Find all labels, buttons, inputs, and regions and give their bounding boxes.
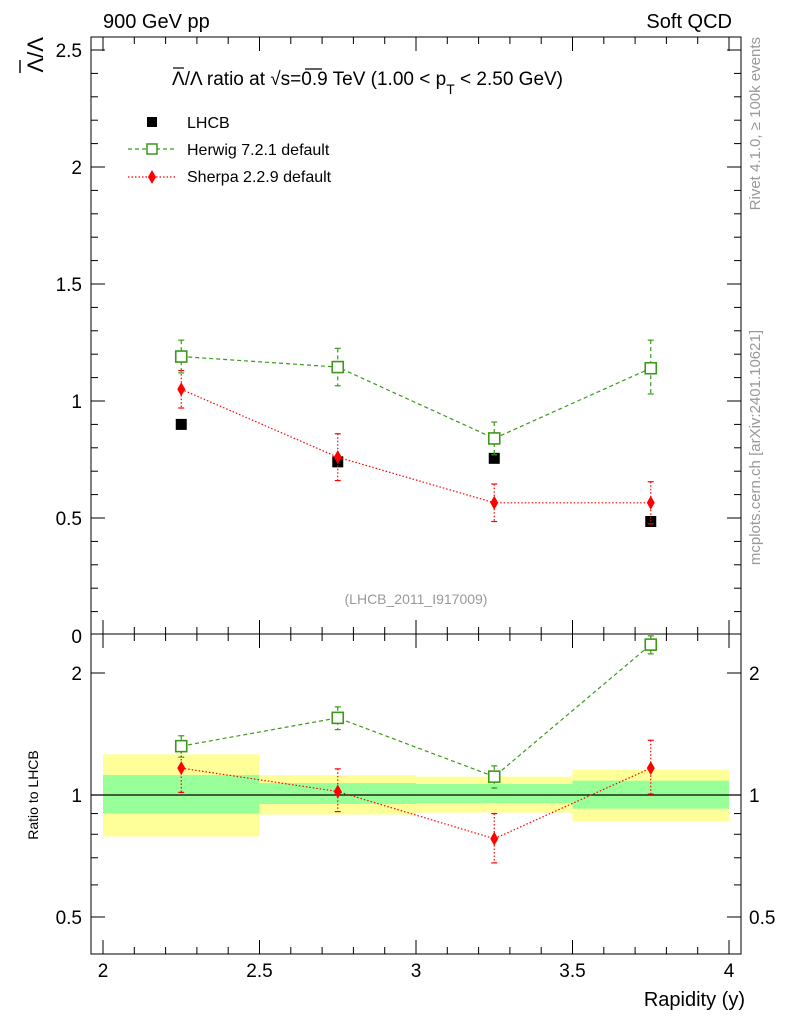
- ratio-band-inner: [416, 783, 573, 804]
- legend-label-sherpa: Sherpa 2.2.9 default: [187, 169, 332, 186]
- herwig-line: [181, 355, 651, 440]
- ratio-panel: 0.5 0.5 1 1 2 2 2 2.5 3 3.5 4 Ratio to LHCB Rapid…: [25, 633, 776, 1011]
- sherpa-line: [181, 388, 651, 504]
- legend-marker-lhcb: [147, 117, 157, 127]
- ratio-y-tick-label: 0.5: [56, 908, 82, 929]
- chart-title-subscript: T: [446, 81, 455, 97]
- main-y-tick-label: 2.5: [56, 41, 82, 62]
- ratio-herwig-point: [487, 770, 501, 783]
- ratio-y-tick-label: 2: [71, 664, 82, 685]
- sherpa-point: [646, 495, 655, 510]
- legend-item-herwig: Herwig 7.2.1 default: [128, 142, 330, 159]
- mcplots-label: mcplots.cern.ch [arXiv:2401.10621]: [747, 330, 764, 565]
- chart-title: Λ/Λ ratio at √s=0.9 TeV (1.00 < pT < 2.5…: [172, 67, 563, 97]
- main-y-axis-label: Λ/Λ: [19, 37, 48, 73]
- x-tick-label: 2: [98, 961, 109, 982]
- x-tick-label: 2.5: [246, 961, 272, 982]
- ratio-y-tick-label-right: 1: [749, 786, 760, 807]
- ratio-sherpa-point: [646, 761, 655, 776]
- chart-title-suffix: < 2.50 GeV): [455, 69, 563, 90]
- rivet-label: Rivet 4.1.0, ≥ 100k events: [747, 37, 764, 210]
- legend-item-sherpa: Sherpa 2.2.9 default: [128, 169, 332, 186]
- chart-title-text: Λ/Λ ratio at √s=0.9 TeV (1.00 < pT < 2.5…: [172, 69, 563, 97]
- x-tick-label: 3.5: [559, 961, 585, 982]
- x-axis: 2 2.5 3 3.5 4: [98, 634, 735, 982]
- ratio-y-tick-label-right: 0.5: [749, 908, 775, 929]
- legend-item-lhcb: LHCB: [147, 115, 230, 132]
- header-left-label: 900 GeV pp: [103, 11, 210, 33]
- ratio-y-tick-label-right: 2: [749, 664, 760, 685]
- main-y-tick-label-zero: 0: [71, 627, 82, 648]
- main-y-tick-label: 1: [71, 392, 82, 413]
- ratio-panel-frame: [90, 633, 742, 955]
- lhcb-point: [175, 418, 187, 430]
- sherpa-point: [177, 382, 186, 397]
- ratio-herwig-line: [181, 644, 652, 778]
- legend-label-lhcb: LHCB: [187, 115, 230, 132]
- analysis-watermark: (LHCB_2011_I917009): [345, 591, 488, 607]
- herwig-point: [644, 361, 658, 375]
- ratio-y-axis: 0.5 0.5 1 1 2 2: [56, 664, 776, 929]
- ratio-herwig-point: [644, 638, 658, 651]
- ratio-sherpa-point: [490, 831, 499, 846]
- ratio-plot-data: [174, 635, 658, 864]
- ratio-herwig-point: [331, 711, 345, 725]
- x-tick-label: 4: [724, 961, 735, 982]
- x-tick-label: 3: [411, 961, 422, 982]
- main-y-axis: 0.5 1 1.5 2 2.5 0: [56, 37, 741, 648]
- legend-marker-sherpa: [148, 170, 156, 184]
- main-plot-data: [174, 339, 658, 528]
- ratio-y-tick-label: 1: [71, 786, 82, 807]
- legend-label-herwig: Herwig 7.2.1 default: [187, 142, 330, 159]
- main-y-tick-label: 1.5: [56, 275, 82, 296]
- ratio-y-axis-label: Ratio to LHCB: [25, 750, 41, 839]
- sherpa-point: [333, 450, 342, 465]
- main-y-tick-label: 2: [71, 158, 82, 179]
- lhcb-point: [488, 452, 500, 464]
- ratio-sherpa-point: [333, 784, 342, 799]
- herwig-point: [331, 360, 345, 374]
- legend-marker-herwig: [146, 143, 158, 155]
- x-axis-label: Rapidity (y): [644, 989, 745, 1011]
- header-right-label: Soft QCD: [646, 11, 732, 33]
- main-y-label-text: Λ/Λ: [23, 37, 48, 73]
- ratio-sherpa-point: [177, 761, 186, 776]
- herwig-point: [487, 432, 501, 445]
- chart-title-prefix: Λ/Λ ratio at √s=0.9 TeV (1.00 < p: [172, 69, 446, 90]
- legend: LHCB Herwig 7.2.1 default Sherpa 2.2.9 d…: [128, 115, 332, 186]
- ratio-herwig-point: [174, 739, 188, 753]
- main-y-tick-label: 0.5: [56, 509, 82, 530]
- sherpa-point: [490, 495, 499, 510]
- main-panel: 0.5 1 1.5 2 2.5 0 Λ/Λ Λ/Λ ratio at √s=0.9 TeV…: [19, 36, 742, 648]
- herwig-point: [174, 350, 188, 363]
